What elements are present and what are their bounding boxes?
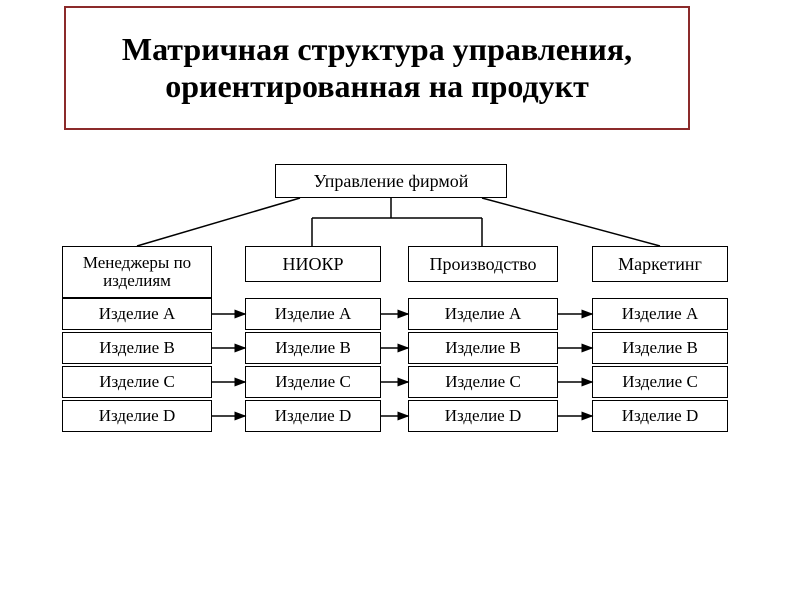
node-label: Изделие В <box>275 339 351 357</box>
node-c0_2: Изделие С <box>62 366 212 398</box>
node-c2_3: Изделие D <box>408 400 558 432</box>
node-label: Изделие С <box>99 373 175 391</box>
node-c0_3: Изделие D <box>62 400 212 432</box>
node-c2_2: Изделие С <box>408 366 558 398</box>
node-c1_0: Изделие А <box>245 298 381 330</box>
node-label: Изделие А <box>99 305 176 323</box>
node-c2_h: Производство <box>408 246 558 282</box>
node-label: Изделие D <box>445 407 522 425</box>
node-label: Изделие С <box>622 373 698 391</box>
node-c0_0: Изделие А <box>62 298 212 330</box>
node-c2_1: Изделие В <box>408 332 558 364</box>
node-label: Изделие А <box>275 305 352 323</box>
node-label: Производство <box>430 255 537 274</box>
node-label: Маркетинг <box>618 255 702 274</box>
node-c3_2: Изделие С <box>592 366 728 398</box>
node-label: НИОКР <box>282 255 343 274</box>
node-c1_1: Изделие В <box>245 332 381 364</box>
node-label: Управление фирмой <box>314 172 469 191</box>
node-top: Управление фирмой <box>275 164 507 198</box>
node-label: Изделие В <box>445 339 521 357</box>
node-label: Изделие С <box>445 373 521 391</box>
node-c2_0: Изделие А <box>408 298 558 330</box>
node-c3_0: Изделие А <box>592 298 728 330</box>
node-label: Изделие А <box>622 305 699 323</box>
node-c1_h: НИОКР <box>245 246 381 282</box>
diagram-title-text: Матричная структура управления, ориентир… <box>66 31 688 105</box>
node-c0_1: Изделие В <box>62 332 212 364</box>
node-label: Изделие D <box>622 407 699 425</box>
node-c1_3: Изделие D <box>245 400 381 432</box>
node-label: Изделие С <box>275 373 351 391</box>
node-label: Изделие D <box>99 407 176 425</box>
node-label: Изделие А <box>445 305 522 323</box>
node-c1_2: Изделие С <box>245 366 381 398</box>
diagram-title: Матричная структура управления, ориентир… <box>64 6 690 130</box>
node-c0_h: Менеджеры по изделиям <box>62 246 212 298</box>
node-c3_3: Изделие D <box>592 400 728 432</box>
node-c3_h: Маркетинг <box>592 246 728 282</box>
node-label: Изделие В <box>622 339 698 357</box>
node-c3_1: Изделие В <box>592 332 728 364</box>
node-label: Изделие В <box>99 339 175 357</box>
node-label: Менеджеры по изделиям <box>63 254 211 290</box>
node-label: Изделие D <box>275 407 352 425</box>
